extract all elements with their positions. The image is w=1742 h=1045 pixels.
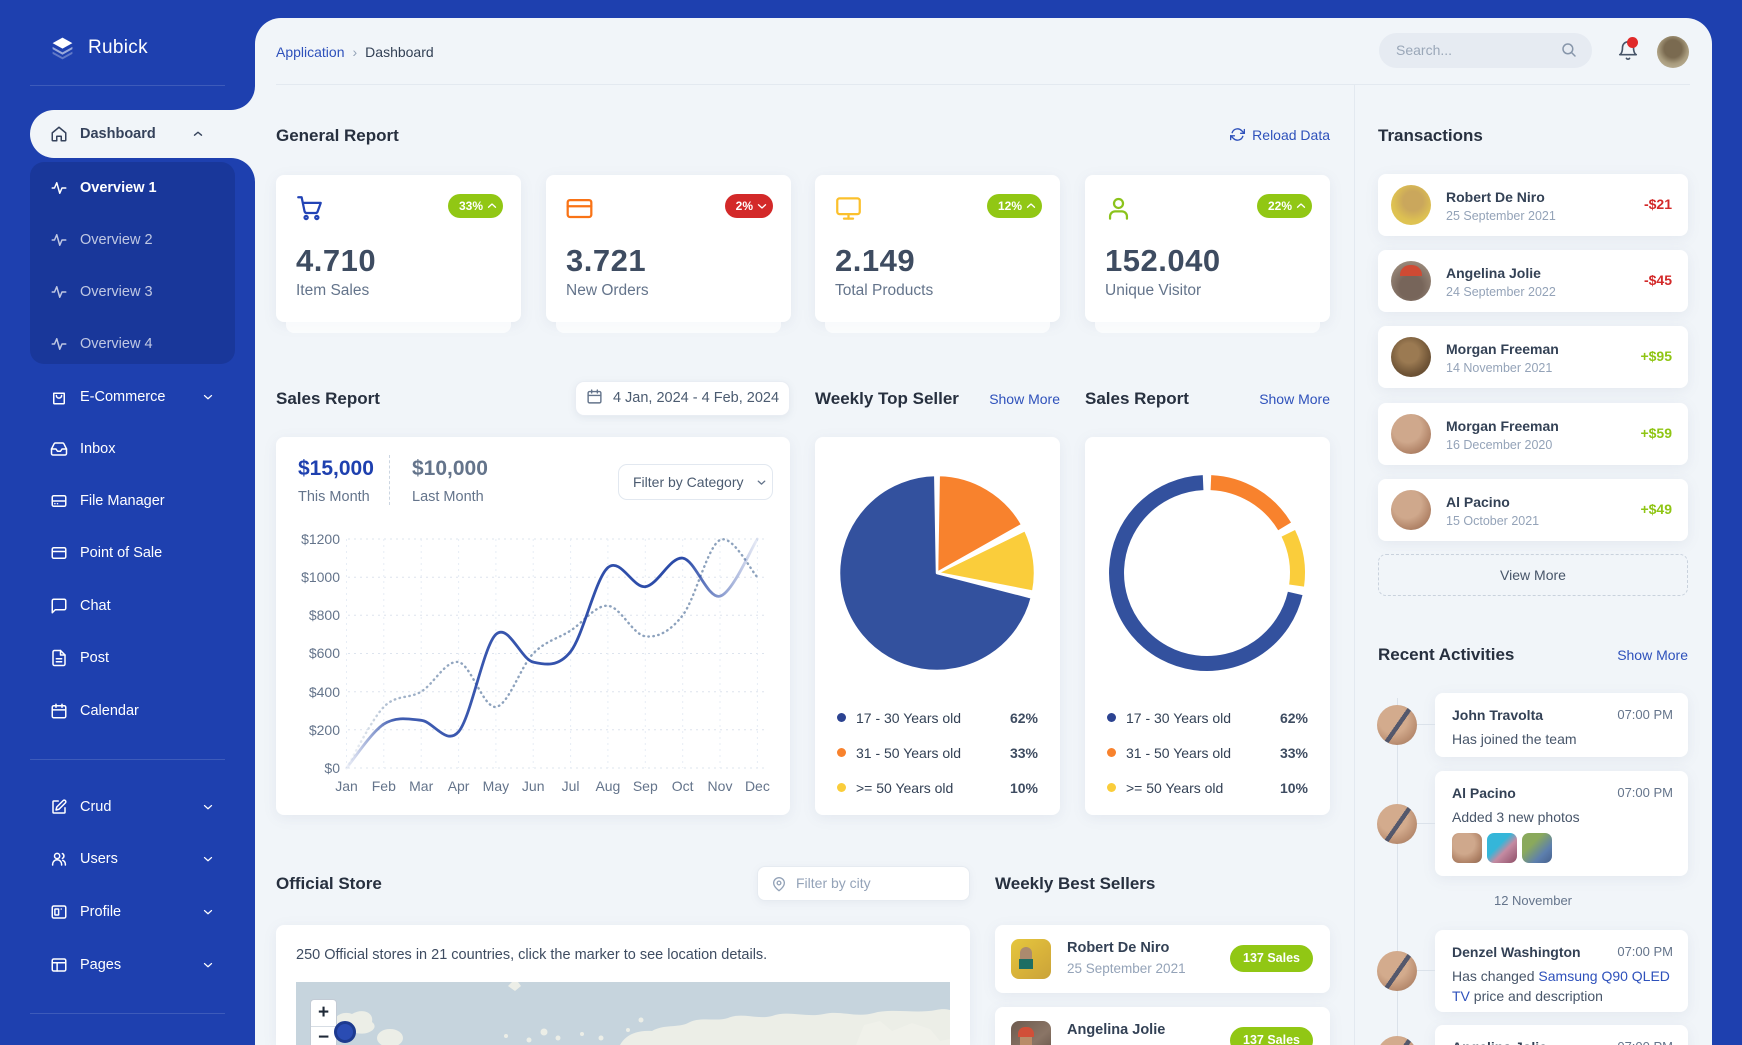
svg-text:Nov: Nov [708,778,733,794]
svg-text:$1000: $1000 [301,569,340,585]
svg-text:$800: $800 [309,607,340,623]
svg-text:Oct: Oct [672,778,694,794]
svg-text:Jan: Jan [335,778,358,794]
svg-text:$400: $400 [309,684,340,700]
svg-text:Dec: Dec [745,778,770,794]
svg-text:Jun: Jun [522,778,545,794]
svg-text:May: May [483,778,509,794]
svg-text:$1200: $1200 [301,531,340,547]
svg-text:$0: $0 [324,760,340,776]
svg-text:$600: $600 [309,645,340,661]
svg-text:Mar: Mar [409,778,433,794]
svg-text:Apr: Apr [448,778,470,794]
svg-text:Jul: Jul [562,778,580,794]
svg-text:Aug: Aug [595,778,620,794]
svg-text:Feb: Feb [372,778,396,794]
svg-text:$200: $200 [309,722,340,738]
svg-text:Sep: Sep [633,778,658,794]
